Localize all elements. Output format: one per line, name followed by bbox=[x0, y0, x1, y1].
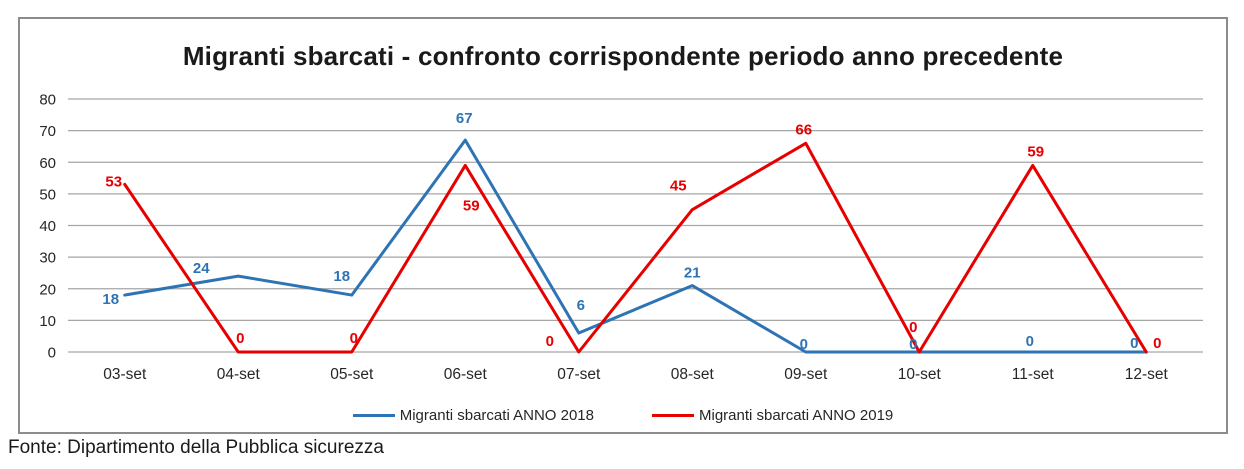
chart-legend: Migranti sbarcati ANNO 2018 Migranti sba… bbox=[20, 407, 1226, 424]
legend-label-anno-2019: Migranti sbarcati ANNO 2019 bbox=[699, 407, 894, 424]
data-label-anno-2018: 18 bbox=[102, 291, 119, 308]
x-axis-category-label: 07-set bbox=[557, 366, 601, 383]
series-line-anno-2019 bbox=[123, 141, 1148, 354]
legend-line-2019-icon bbox=[652, 414, 694, 417]
x-axis-category-label: 11-set bbox=[1012, 366, 1055, 383]
data-label-anno-2019: 53 bbox=[105, 173, 122, 190]
data-label-anno-2018: 0 bbox=[800, 336, 808, 353]
chart-title: Migranti sbarcati - confronto corrispond… bbox=[182, 41, 1064, 71]
y-axis-tick-label: 30 bbox=[39, 250, 56, 267]
x-axis-category-label: 08-set bbox=[671, 366, 715, 383]
source-note: Fonte: Dipartimento della Pubblica sicur… bbox=[8, 437, 384, 458]
legend-label-anno-2018: Migranti sbarcati ANNO 2018 bbox=[399, 407, 594, 424]
x-axis-category-label: 03-set bbox=[103, 366, 147, 383]
data-label-anno-2018: 24 bbox=[193, 260, 210, 277]
x-axis-category-label: 09-set bbox=[784, 366, 828, 383]
x-axis-category-label: 10-set bbox=[898, 366, 942, 383]
data-label-anno-2018: 18 bbox=[333, 268, 350, 285]
y-axis-tick-label: 50 bbox=[39, 186, 56, 203]
x-axis-category-label: 05-set bbox=[330, 366, 374, 383]
data-label-anno-2019: 0 bbox=[546, 333, 554, 350]
y-axis-tick-label: 0 bbox=[48, 345, 56, 362]
data-label-anno-2018: 0 bbox=[1130, 335, 1138, 352]
data-label-anno-2019: 0 bbox=[350, 330, 358, 347]
data-label-anno-2019: 45 bbox=[670, 178, 687, 195]
series-line-anno-2018 bbox=[123, 138, 1148, 354]
x-axis-category-label: 06-set bbox=[444, 366, 488, 383]
chart-container: 0 10 20 30 40 50 60 70 80 03-set 04-set 05-set 06-se… bbox=[18, 17, 1228, 434]
y-axis-tick-label: 40 bbox=[39, 218, 56, 235]
data-label-anno-2019: 0 bbox=[909, 319, 917, 336]
data-label-anno-2019: 0 bbox=[1153, 335, 1161, 352]
y-axis-tick-label: 10 bbox=[39, 313, 56, 330]
y-axis-tick-label: 60 bbox=[39, 155, 56, 172]
legend-item-anno-2018: Migranti sbarcati ANNO 2018 bbox=[352, 407, 594, 424]
data-label-anno-2018: 21 bbox=[684, 265, 701, 282]
x-axis-category-label: 04-set bbox=[217, 366, 261, 383]
y-axis-tick-label: 20 bbox=[39, 281, 56, 298]
data-label-anno-2018: 67 bbox=[456, 110, 473, 127]
data-label-anno-2018: 6 bbox=[577, 297, 585, 314]
y-axis-tick-label: 80 bbox=[39, 92, 56, 109]
data-label-anno-2018: 0 bbox=[1026, 333, 1034, 350]
y-axis-tick-label: 70 bbox=[39, 123, 56, 140]
data-label-anno-2019: 59 bbox=[463, 197, 480, 214]
legend-line-2018-icon bbox=[352, 414, 395, 417]
data-label-anno-2019: 59 bbox=[1027, 143, 1044, 160]
x-axis-category-label: 12-set bbox=[1125, 366, 1169, 383]
data-label-anno-2019: 66 bbox=[795, 121, 812, 138]
data-label-anno-2018: 0 bbox=[909, 336, 917, 353]
data-label-anno-2019: 0 bbox=[236, 330, 244, 347]
legend-item-anno-2019: Migranti sbarcati ANNO 2019 bbox=[652, 407, 893, 424]
